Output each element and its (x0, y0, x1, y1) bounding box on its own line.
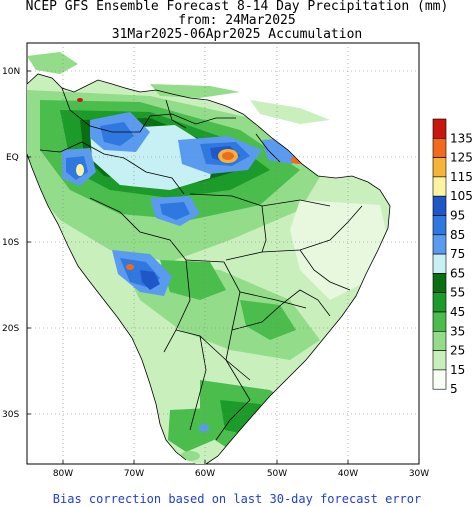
color-legend: 135 125 115 105 95 85 75 65 55 45 35 25 15 5 (432, 118, 473, 396)
lon-label-50w: 50W (267, 469, 287, 479)
legend-label-35: 35 (450, 324, 465, 338)
legend-swatch-15 (432, 350, 447, 371)
lat-label-30s: 30S (2, 410, 19, 420)
legend-label-45: 45 (450, 305, 465, 319)
legend-label-75: 75 (450, 247, 465, 261)
lon-label-70w: 70W (124, 469, 144, 479)
legend-swatch-75 (432, 234, 447, 255)
legend-label-85: 85 (450, 228, 465, 242)
legend-swatch-35 (432, 311, 447, 332)
lon-label-80w: 80W (53, 469, 73, 479)
lat-label-10s: 10S (2, 238, 19, 248)
accumulation-period: 31Mar2025-06Apr2025 Accumulation (111, 27, 363, 42)
legend-swatch-25 (432, 330, 447, 351)
legend-label-135: 135 (450, 131, 473, 145)
lon-label-30w: 30W (409, 469, 429, 479)
legend-label-125: 125 (450, 151, 473, 165)
legend-label-105: 105 (450, 189, 473, 203)
map-title: NCEP GFS Ensemble Forecast 8-14 Day Prec… (25, 0, 449, 14)
legend-swatch-5 (432, 369, 447, 390)
legend-label-25: 25 (450, 344, 465, 358)
coastline-borders (27, 73, 391, 464)
lat-lon-grid (27, 43, 419, 464)
forecast-init-date: from: 24Mar2025 (178, 13, 296, 28)
legend-swatch-125 (432, 138, 447, 158)
legend-swatch-105 (432, 176, 447, 197)
legend-label-115: 115 (450, 170, 473, 184)
legend-label-5: 5 (450, 382, 458, 396)
legend-label-95: 95 (450, 209, 465, 223)
lon-label-40w: 40W (338, 469, 358, 479)
legend-swatch-135 (432, 118, 447, 139)
legend-swatch-95 (432, 195, 447, 216)
legend-swatch-85 (432, 215, 447, 236)
bias-correction-note: Bias correction based on last 30-day for… (52, 492, 422, 506)
lat-label-eq: EQ (6, 153, 19, 163)
legend-label-65: 65 (450, 266, 465, 280)
lat-label-10n: 10N (2, 67, 20, 77)
legend-swatch-65 (432, 253, 447, 274)
legend-swatch-55 (432, 273, 447, 293)
lon-label-60w: 60W (195, 469, 215, 479)
legend-swatch-115 (432, 157, 447, 178)
legend-swatch-45 (432, 292, 447, 313)
lat-label-20s: 20S (2, 324, 19, 334)
legend-label-55: 55 (450, 286, 465, 300)
legend-label-15: 15 (450, 363, 465, 377)
